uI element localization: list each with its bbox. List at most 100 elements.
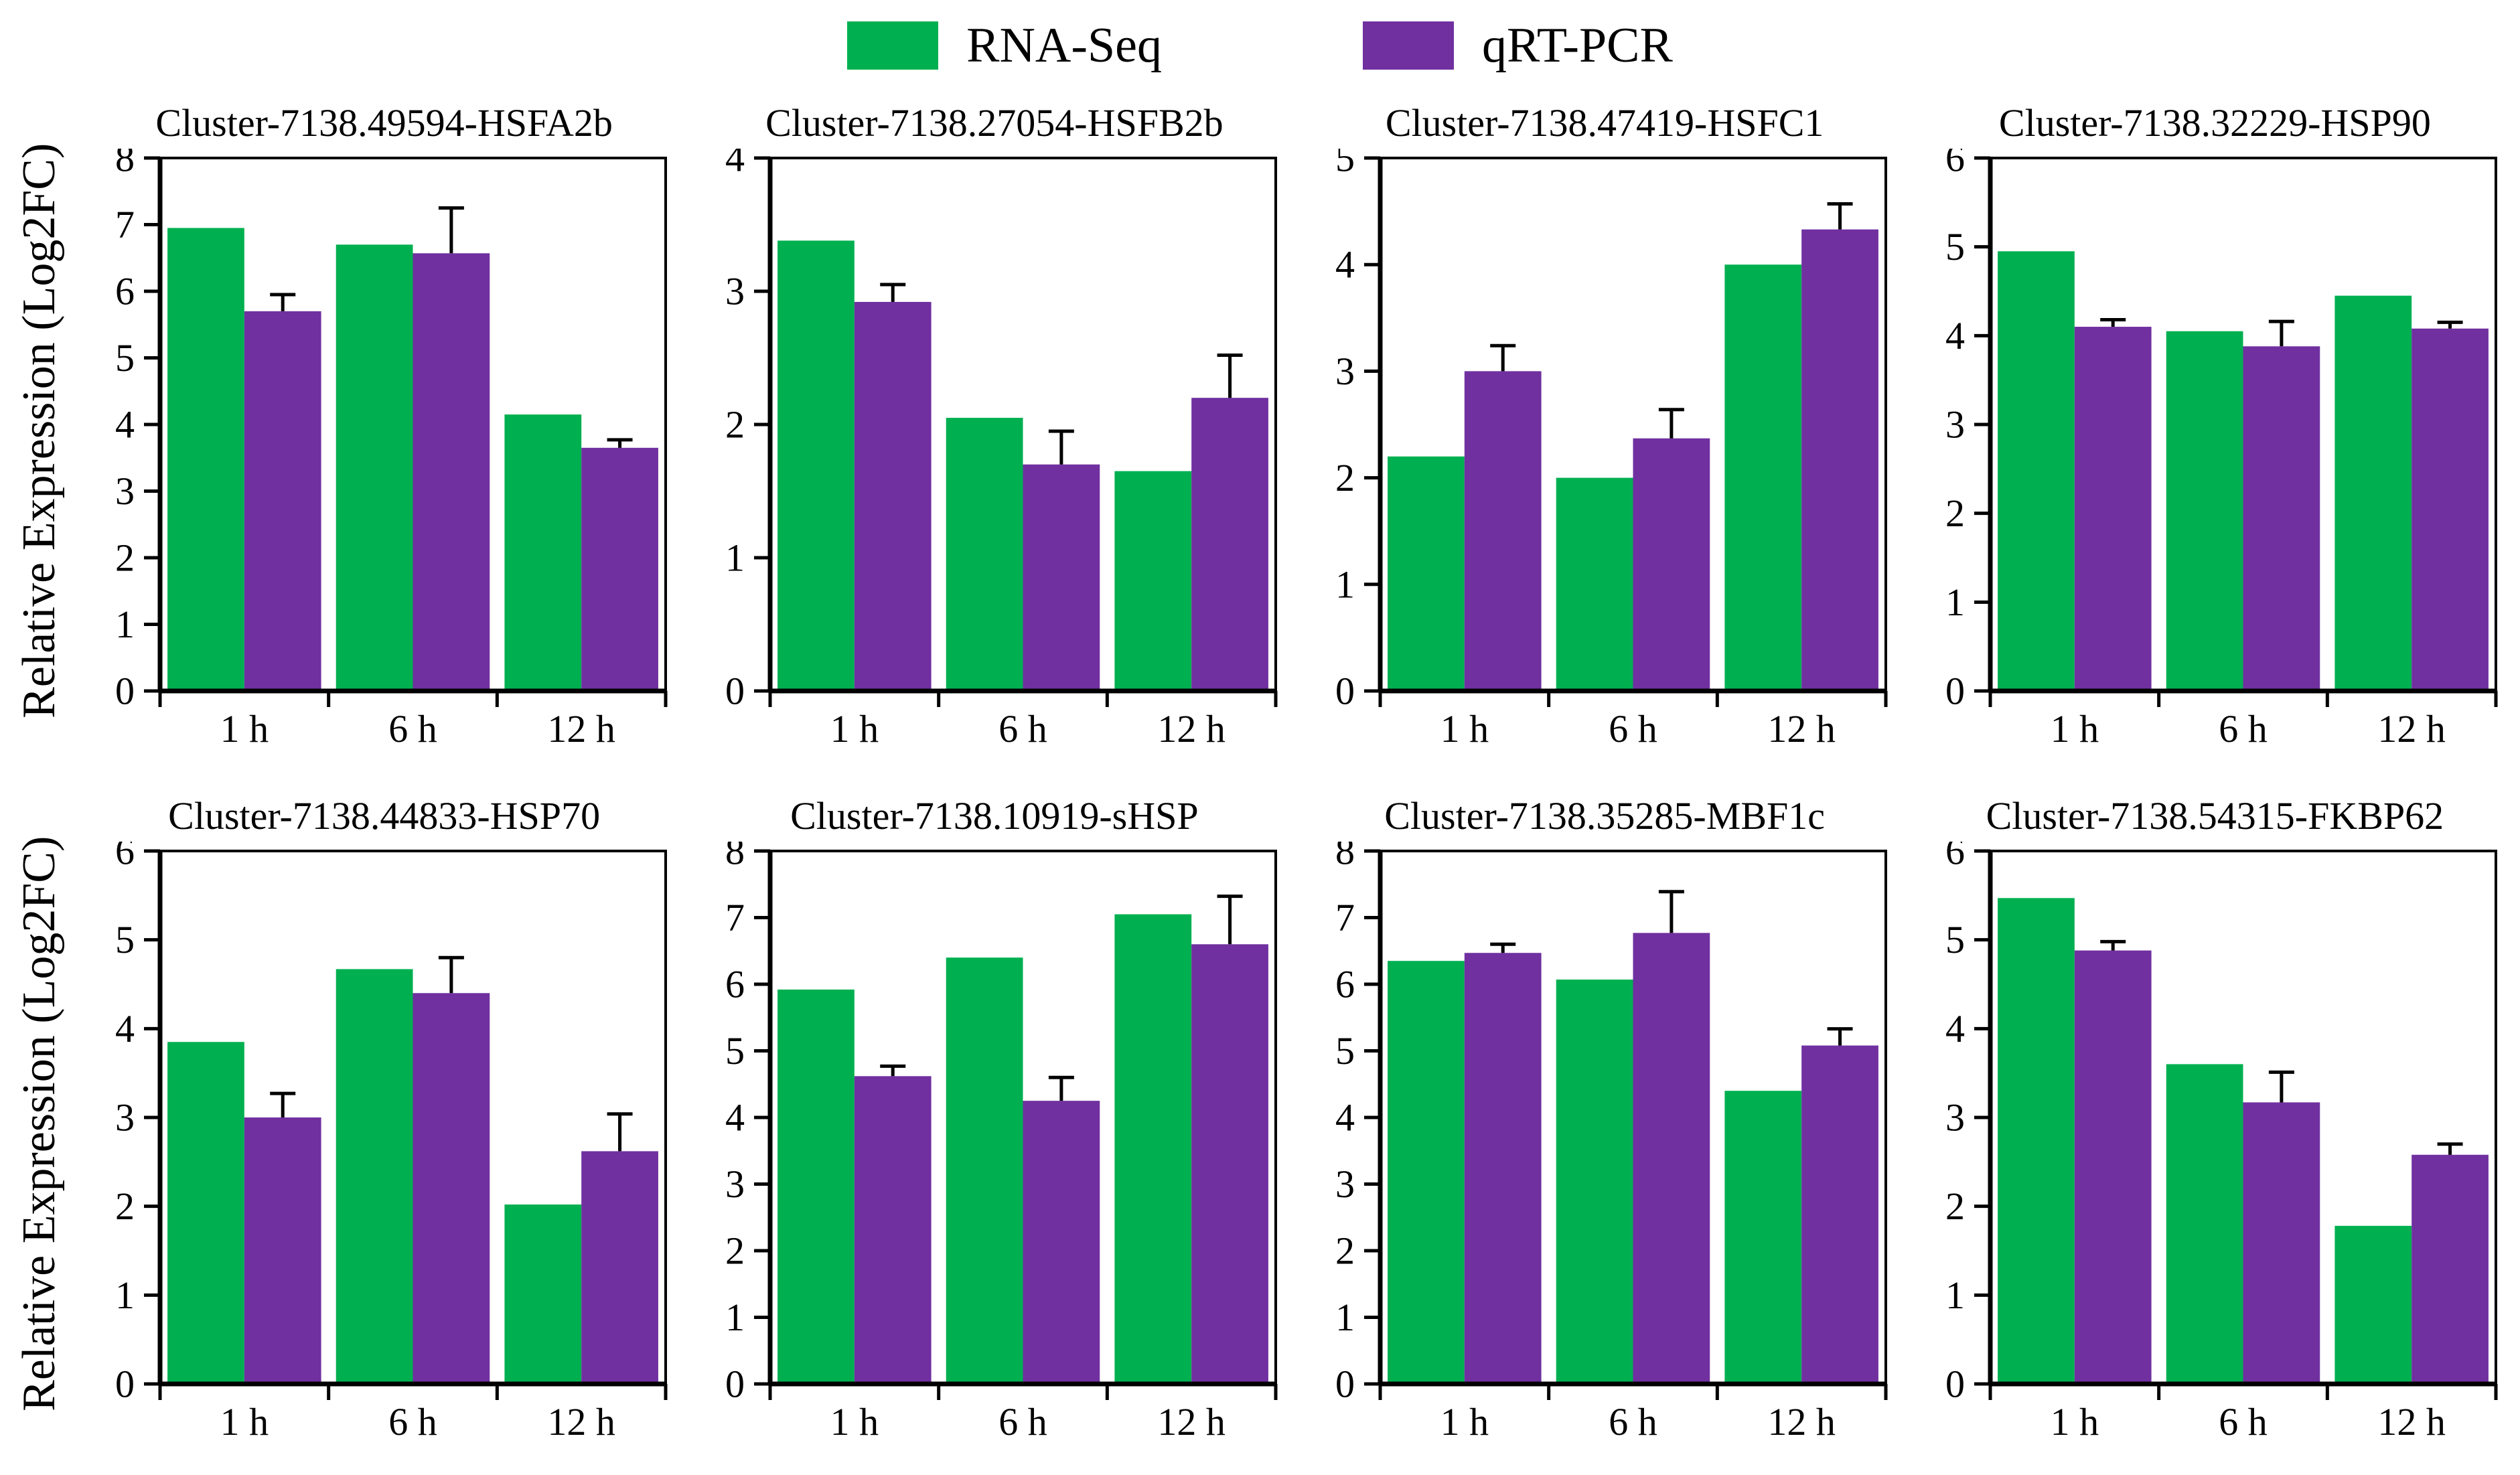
error-bar <box>1490 942 1516 953</box>
y-tick-label: 0 <box>1335 670 1355 713</box>
bar-rnaseq-6h <box>2166 331 2243 691</box>
x-tick-label: 12 h <box>1157 1400 1226 1444</box>
bar-rnaseq-12h <box>2334 295 2412 692</box>
y-tick-label: 5 <box>115 336 135 380</box>
bar-rnaseq-6h <box>336 244 413 692</box>
x-tick-label: 6 h <box>2219 707 2268 751</box>
y-tick-label: 1 <box>115 1273 135 1317</box>
bar-chart-hsfc1: 0 1 2 3 4 5 1 h 6 h 12 h <box>1310 149 1899 755</box>
bar-rnaseq-1h <box>1388 961 1465 1384</box>
bar-qrtpcr-6h <box>2243 346 2320 691</box>
y-tick-label: 0 <box>725 1363 745 1406</box>
y-tick-label: 5 <box>115 918 135 961</box>
bar-chart-hsfb2b: 0 1 2 3 4 1 h 6 h 12 h <box>700 149 1289 755</box>
legend-item-qrtpcr: qRT-PCR <box>1363 21 1673 70</box>
error-bar <box>438 206 464 254</box>
error-bar <box>607 438 633 448</box>
chart-canvas: 0 1 2 3 4 5 1 h 6 h 12 h <box>1335 149 1888 751</box>
y-tick-label: 2 <box>1945 491 1965 535</box>
legend: RNA-Seq qRT-PCR <box>0 0 2520 79</box>
x-tick-label: 1 h <box>1440 707 1489 751</box>
error-bar <box>2100 317 2126 327</box>
y-tick-label: 3 <box>1335 1162 1355 1206</box>
bar-rnaseq-12h <box>1724 1091 1802 1384</box>
y-tick-label: 2 <box>725 1229 745 1273</box>
error-bar <box>880 283 906 302</box>
chart-canvas: 0 1 2 3 4 5 6 1 h 6 h 12 h <box>115 842 668 1444</box>
y-tick-label: 0 <box>725 670 745 713</box>
qrtpcr-color-swatch <box>1363 21 1455 70</box>
bar-rnaseq-1h <box>1388 456 1465 691</box>
x-tick-label: 6 h <box>388 707 437 751</box>
bar-qrtpcr-6h <box>2243 1102 2320 1384</box>
y-tick-label: 1 <box>115 603 135 646</box>
y-tick-label: 4 <box>725 149 745 180</box>
x-tick-label: 1 h <box>2051 707 2099 751</box>
bar-chart-hsp70: 0 1 2 3 4 5 6 1 h 6 h 12 h <box>90 842 679 1448</box>
y-tick-label: 5 <box>1335 149 1355 180</box>
y-tick-label: 8 <box>115 149 135 180</box>
y-tick-label: 3 <box>115 1096 135 1140</box>
error-bar <box>2269 1070 2295 1103</box>
bar-rnaseq-12h <box>2334 1225 2412 1384</box>
y-tick-label: 0 <box>1335 1363 1355 1406</box>
bar-qrtpcr-12h <box>581 1151 658 1384</box>
bar-qrtpcr-1h <box>854 301 932 691</box>
bar-qrtpcr-1h <box>1464 371 1542 691</box>
bar-rnaseq-1h <box>167 228 244 692</box>
chart-title: Cluster-7138.32229-HSP90 <box>1998 101 2431 145</box>
bar-qrtpcr-12h <box>2412 1154 2489 1384</box>
x-tick-label: 12 h <box>1768 707 1836 751</box>
bar-qrtpcr-1h <box>1464 953 1542 1384</box>
bar-chart-fkbp62: 0 1 2 3 4 5 6 1 h 6 h 12 h <box>1920 842 2509 1448</box>
x-tick-label: 1 h <box>1440 1400 1489 1444</box>
bar-qrtpcr-1h <box>244 1117 321 1384</box>
error-bar <box>269 1091 295 1117</box>
y-tick-label: 4 <box>115 1007 135 1051</box>
y-tick-label: 6 <box>115 842 135 873</box>
subplot-hsfa2b: Cluster-7138.49594-HSFA2b 0 1 2 3 4 5 6 7 8 1 h 6 … <box>79 98 689 764</box>
y-tick-label: 6 <box>1945 149 1965 180</box>
y-tick-label: 3 <box>1335 350 1355 393</box>
y-tick-label: 6 <box>115 270 135 313</box>
chart-title: Cluster-7138.49594-HSFA2b <box>155 101 613 145</box>
subplot-fkbp62: Cluster-7138.54315-FKBP62 0 1 2 3 4 5 6 1 h 6 h 1… <box>1910 791 2520 1457</box>
y-tick-label: 7 <box>115 203 135 246</box>
error-bar <box>2100 939 2126 951</box>
error-bar <box>269 293 295 311</box>
bar-qrtpcr-6h <box>1023 1101 1100 1384</box>
x-tick-label: 12 h <box>2378 707 2446 751</box>
x-tick-label: 12 h <box>1768 1400 1836 1444</box>
error-bar <box>607 1112 633 1152</box>
error-bar <box>1659 408 1685 439</box>
bar-qrtpcr-1h <box>2075 327 2152 692</box>
error-bar <box>2437 320 2463 329</box>
bar-qrtpcr-6h <box>413 253 490 691</box>
y-tick-label: 7 <box>1335 896 1355 939</box>
bar-rnaseq-12h <box>504 1205 581 1384</box>
y-tick-label: 5 <box>1945 918 1965 961</box>
x-tick-label: 12 h <box>2378 1400 2446 1444</box>
error-bar <box>880 1064 906 1077</box>
legend-item-rnaseq: RNA-Seq <box>847 21 1162 70</box>
bar-qrtpcr-6h <box>1633 438 1710 691</box>
subplot-shsp: Cluster-7138.10919-sHSP 0 1 2 3 4 5 6 7 8 1 h 6 h 1… <box>689 791 1299 1457</box>
error-bar <box>1827 1027 1853 1046</box>
subplot-hsfb2b: Cluster-7138.27054-HSFB2b 0 1 2 3 4 1 h 6 h 12 … <box>689 98 1299 764</box>
y-tick-label: 2 <box>1945 1184 1965 1228</box>
y-tick-label: 5 <box>1335 1029 1355 1073</box>
y-tick-label: 6 <box>725 963 745 1006</box>
bar-rnaseq-1h <box>777 989 855 1384</box>
chart-title: Cluster-7138.54315-FKBP62 <box>1986 794 2444 838</box>
error-bar <box>1827 202 1853 230</box>
y-tick-label: 6 <box>1945 842 1965 873</box>
chart-canvas: 0 1 2 3 4 5 6 1 h 6 h 12 h <box>1945 149 2498 751</box>
y-tick-label: 0 <box>1945 670 1965 713</box>
chart-canvas: 0 1 2 3 4 5 6 7 8 1 h 6 h 12 h <box>725 842 1278 1444</box>
y-axis-label-row2: Relative Expression (Log2FC) <box>13 836 65 1412</box>
y-tick-label: 4 <box>1945 314 1965 358</box>
bar-chart-mbf1c: 0 1 2 3 4 5 6 7 8 1 h 6 h 12 h <box>1310 842 1899 1448</box>
y-tick-label: 3 <box>725 1162 745 1206</box>
bar-rnaseq-6h <box>1556 980 1633 1384</box>
bar-rnaseq-6h <box>946 418 1023 691</box>
